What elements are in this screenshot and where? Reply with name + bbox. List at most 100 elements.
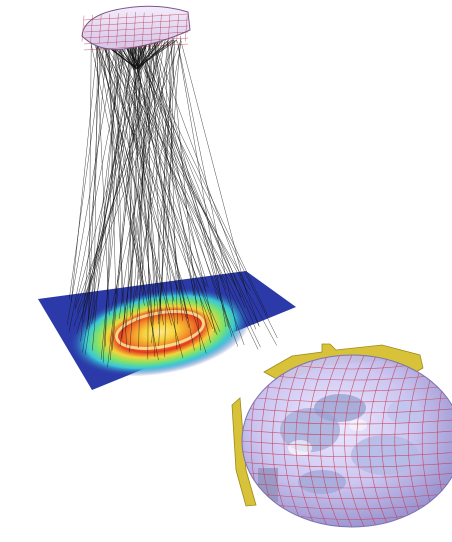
reflector-mesh-line [133,11,136,49]
reflector-mesh-line [83,25,189,33]
ray [92,32,221,332]
shell-parallel [298,365,406,370]
ray [118,36,260,327]
ray [126,30,138,328]
shell-meridian [394,355,414,527]
shell-outline [241,354,452,528]
reflector-mesh-line [107,13,111,45]
reflector-mesh-line [116,13,119,46]
shell-parallel [266,386,438,392]
ray [105,44,190,328]
ray [148,37,178,350]
reflector-mesh-line [167,14,171,44]
irradiance-ring-inner [115,310,205,350]
shell-parallel [245,462,452,468]
ray [102,42,207,354]
shell-parallel [242,440,452,447]
shell-parallel [250,408,452,414]
shell-meridian [344,355,365,527]
ray [70,45,98,303]
shell-meridian [381,355,402,527]
ray [177,41,238,331]
reflector-mesh-line [141,12,145,47]
ray [87,35,101,327]
ray [128,33,132,293]
ray-focus [139,39,173,67]
shell-parallel [298,515,406,520]
lamp-assembly-panel [231,343,452,528]
ray [177,45,227,327]
ray [74,40,176,310]
ray [112,39,175,302]
irradiance-hotspot [69,287,251,377]
ray [152,32,195,296]
ray [87,41,124,330]
shell-meridian [368,355,389,527]
ray [125,46,239,347]
ray [164,47,175,358]
ray-trace-panel [38,5,296,390]
ray [115,36,123,304]
ray [68,30,107,300]
ray [73,39,182,327]
ray [132,45,144,296]
ray [141,47,211,343]
reflector-cap [81,5,191,51]
shell-meridian [319,355,341,527]
reflector-mesh-line [176,14,179,43]
ray [130,41,278,339]
reflector-mesh-line [83,43,189,51]
reflector-mesh-line [81,15,85,42]
shell-parallel [245,419,452,425]
ray [110,36,175,312]
ray [101,42,224,282]
ray [158,37,173,347]
ray-bundle [66,29,278,368]
shell-parallel [242,429,452,436]
ray [81,31,150,320]
shell-parallel [250,472,452,478]
ray [151,42,175,344]
ray [105,29,259,350]
reflector-mesh-line [83,13,189,21]
ray [95,36,110,316]
ray [133,34,219,300]
ray [147,36,151,360]
shell-meridian [272,355,292,527]
shell-meridian [332,355,353,527]
shell-meridian [407,355,426,527]
ray-focus [139,39,160,70]
shell-parallel [242,451,452,457]
shell-meridian [295,355,316,527]
ray [94,36,184,359]
shell-meridian [356,355,377,527]
ray [152,31,161,305]
shell-parallel [279,376,425,381]
ray [130,42,209,288]
ray [99,38,145,306]
reflector-mesh-line [83,37,189,45]
ray [105,47,151,306]
ray [119,42,165,347]
ray-focus [138,39,178,68]
ray [66,47,116,326]
ray [152,38,260,326]
shell-parallel [266,494,438,499]
ray [181,44,248,294]
ray [95,34,172,326]
ray [140,44,227,291]
ray [136,33,170,321]
ray [151,36,233,337]
shell-parallel [279,505,425,510]
ray [99,38,207,287]
ray [84,39,133,355]
ray [88,34,92,320]
ray [119,44,164,326]
reflector-mesh [81,11,189,51]
ray [130,30,143,318]
reflector-mesh-line [83,31,189,39]
shell-parallel [256,397,448,403]
ray [76,35,160,335]
